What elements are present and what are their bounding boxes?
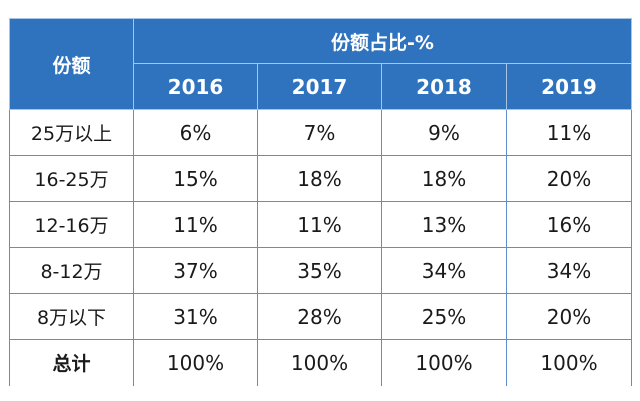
- table-cell: 11%: [257, 201, 382, 248]
- table-cell: 16%: [506, 201, 632, 248]
- year-header: 2019: [506, 63, 632, 110]
- year-header: 2018: [381, 63, 507, 110]
- table-cell: 34%: [506, 247, 632, 294]
- header-row-years: 2016 2017 2018 2019: [10, 63, 632, 110]
- table-row: 8万以下 31% 28% 25% 20%: [9, 293, 632, 340]
- table-cell: 100%: [133, 339, 258, 386]
- header-row-group: 份额 份额占比-%: [9, 18, 632, 110]
- table-cell: 100%: [257, 339, 382, 386]
- table-row: 12-16万 11% 11% 13% 16%: [9, 201, 632, 248]
- table-header: 份额 份额占比-% 2016 2017 2018 2019: [9, 18, 632, 110]
- table-cell: 6%: [133, 109, 258, 156]
- table-cell: 11%: [506, 109, 632, 156]
- table-cell: 18%: [381, 155, 507, 202]
- table-cell: 31%: [133, 293, 258, 340]
- table-body: 25万以上 6% 7% 9% 11% 16-25万 15% 18% 18% 20…: [9, 109, 632, 386]
- corner-header: 份额: [9, 18, 134, 110]
- table-cell: 18%: [257, 155, 382, 202]
- share-table: 份额 份额占比-% 2016 2017 2018 2019 25万以上 6% 7…: [9, 18, 632, 386]
- table-cell: 20%: [506, 155, 632, 202]
- table-row: 25万以上 6% 7% 9% 11%: [9, 109, 632, 156]
- table-cell: 37%: [133, 247, 258, 294]
- row-label: 12-16万: [9, 201, 134, 248]
- table-row: 8-12万 37% 35% 34% 34%: [9, 247, 632, 294]
- group-header: 份额占比-%: [133, 18, 632, 64]
- table-cell: 7%: [257, 109, 382, 156]
- table-cell: 28%: [257, 293, 382, 340]
- table-cell: 15%: [133, 155, 258, 202]
- table-cell: 34%: [381, 247, 507, 294]
- table-cell: 25%: [381, 293, 507, 340]
- table-cell: 13%: [381, 201, 507, 248]
- table-cell: 35%: [257, 247, 382, 294]
- row-label: 8-12万: [9, 247, 134, 294]
- table-cell: 9%: [381, 109, 507, 156]
- year-header: 2017: [257, 63, 382, 110]
- total-row: 总计 100% 100% 100% 100%: [9, 339, 632, 386]
- row-label: 8万以下: [9, 293, 134, 340]
- row-label: 总计: [9, 339, 134, 386]
- table-cell: 100%: [381, 339, 507, 386]
- table-row: 16-25万 15% 18% 18% 20%: [9, 155, 632, 202]
- row-label: 25万以上: [9, 109, 134, 156]
- year-header: 2016: [133, 63, 258, 110]
- row-label: 16-25万: [9, 155, 134, 202]
- table-cell: 11%: [133, 201, 258, 248]
- table-cell: 100%: [506, 339, 632, 386]
- table-cell: 20%: [506, 293, 632, 340]
